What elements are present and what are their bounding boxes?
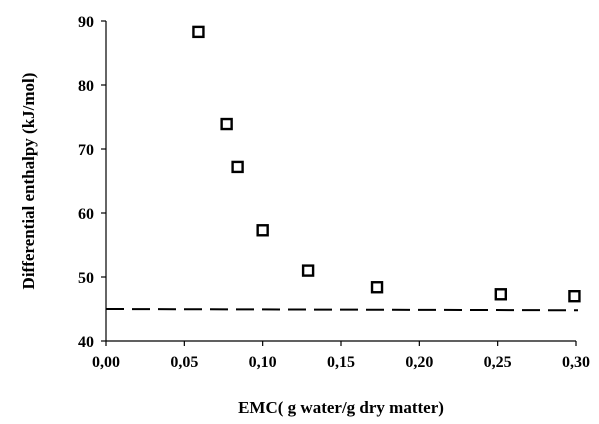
x-tick-label: 0,20 bbox=[405, 354, 433, 371]
data-point bbox=[192, 25, 205, 39]
x-tick-label: 0,10 bbox=[249, 354, 277, 371]
data-point bbox=[568, 290, 581, 303]
x-tick-label: 0,05 bbox=[170, 354, 198, 371]
y-tick-label: 60 bbox=[78, 206, 94, 223]
y-tick-label: 40 bbox=[78, 334, 94, 351]
data-point bbox=[301, 264, 315, 277]
reference-line-layer bbox=[105, 308, 579, 312]
data-point bbox=[494, 288, 507, 301]
data-point bbox=[256, 224, 269, 237]
x-axis-label: EMC( g water/g dry matter) bbox=[238, 398, 444, 417]
data-point bbox=[231, 160, 244, 174]
x-tick-label: 0,30 bbox=[562, 354, 590, 371]
ticks: 0,00 0,05 0,10 0,15 0,20 0,25 0,30 40 50 60 70 80 90 bbox=[78, 14, 590, 371]
y-tick-label: 50 bbox=[78, 270, 94, 287]
y-tick-label: 90 bbox=[78, 14, 94, 31]
data-point bbox=[370, 281, 384, 294]
y-tick-label: 70 bbox=[78, 142, 94, 159]
y-axis-label: Differential enthalpy (kJ/mol) bbox=[19, 73, 38, 290]
dashed-reference-line bbox=[105, 308, 579, 312]
x-tick-label: 0,15 bbox=[327, 354, 355, 371]
data-points bbox=[192, 25, 581, 303]
x-tick-label: 0,00 bbox=[92, 354, 120, 371]
x-tick-label: 0,25 bbox=[484, 354, 512, 371]
data-point bbox=[220, 117, 233, 131]
y-tick-label: 80 bbox=[78, 78, 94, 95]
